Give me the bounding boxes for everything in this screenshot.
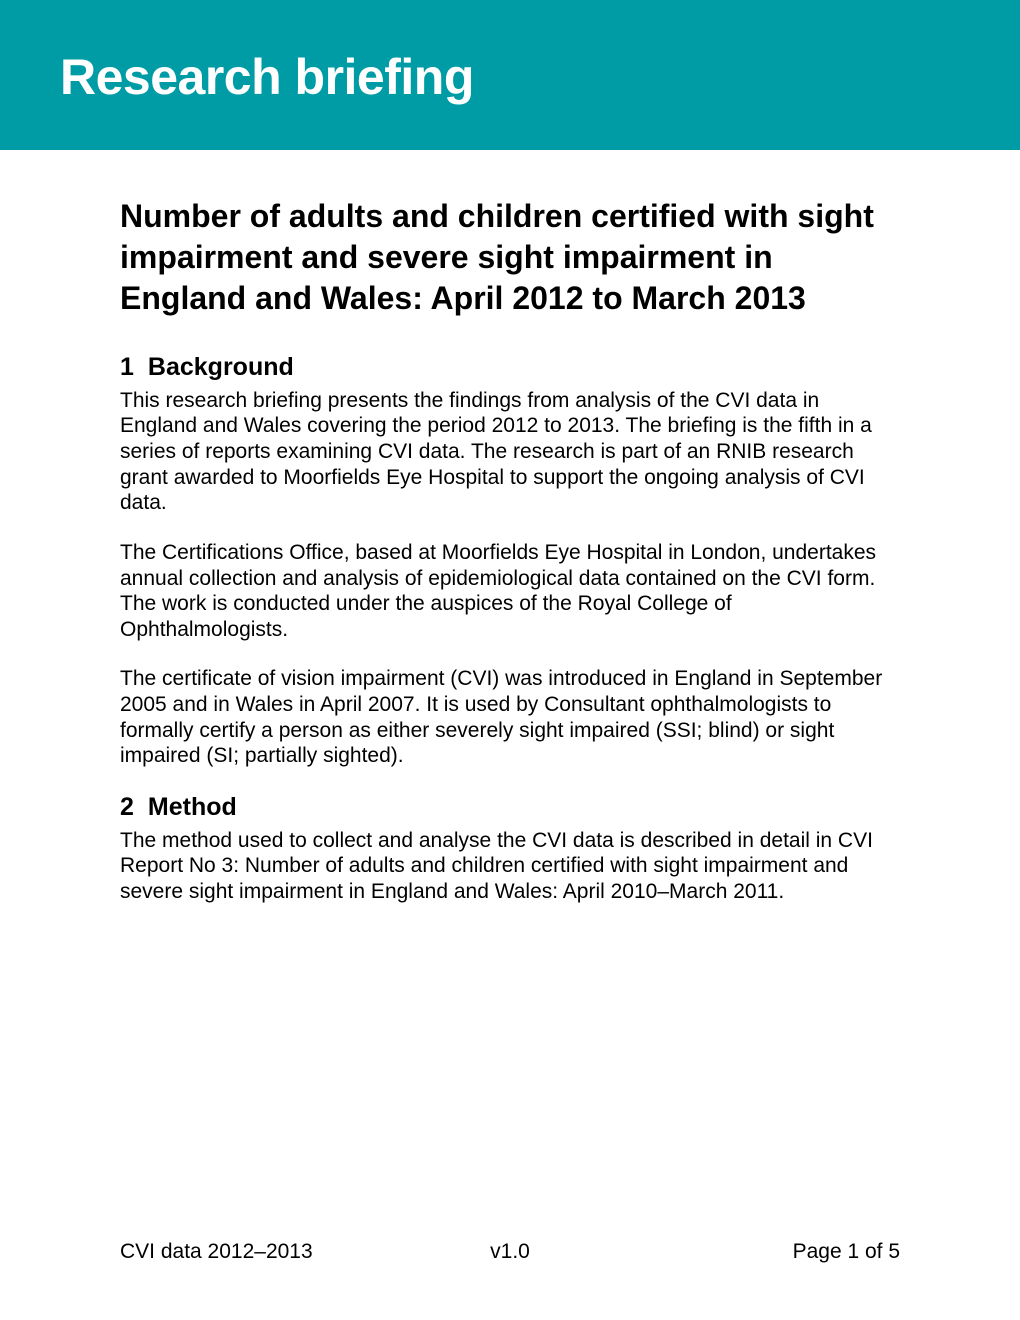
section-heading-text: Method xyxy=(148,793,237,821)
footer-center: v1.0 xyxy=(490,1240,530,1264)
section-heading-text: Background xyxy=(148,353,294,381)
header-banner: Research briefing xyxy=(0,0,1020,150)
document-content: Number of adults and children certified … xyxy=(0,150,1020,905)
section-number: 1 xyxy=(120,353,134,382)
paragraph: The Certifications Office, based at Moor… xyxy=(120,540,900,642)
document-title: Number of adults and children certified … xyxy=(120,196,900,319)
paragraph: This research briefing presents the find… xyxy=(120,388,900,516)
banner-title: Research briefing xyxy=(60,48,960,106)
section-heading-method: 2 Method xyxy=(120,793,900,822)
paragraph: The method used to collect and analyse t… xyxy=(120,828,900,905)
paragraph: The certificate of vision impairment (CV… xyxy=(120,666,900,768)
section-number: 2 xyxy=(120,793,134,822)
footer-right: Page 1 of 5 xyxy=(793,1240,900,1264)
page-footer: CVI data 2012–2013 v1.0 Page 1 of 5 xyxy=(120,1240,900,1264)
footer-left: CVI data 2012–2013 xyxy=(120,1240,313,1264)
section-heading-background: 1 Background xyxy=(120,353,900,382)
